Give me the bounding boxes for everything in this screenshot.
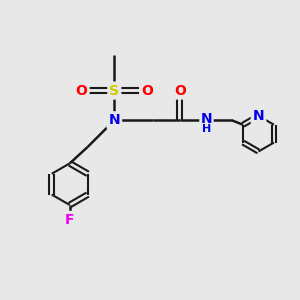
- Text: O: O: [141, 84, 153, 98]
- Text: O: O: [174, 84, 186, 98]
- Text: H: H: [202, 124, 211, 134]
- Text: N: N: [201, 112, 212, 126]
- Text: F: F: [65, 213, 74, 227]
- Text: N: N: [253, 109, 264, 123]
- Text: O: O: [76, 84, 88, 98]
- Text: N: N: [109, 113, 120, 127]
- Text: S: S: [109, 84, 119, 98]
